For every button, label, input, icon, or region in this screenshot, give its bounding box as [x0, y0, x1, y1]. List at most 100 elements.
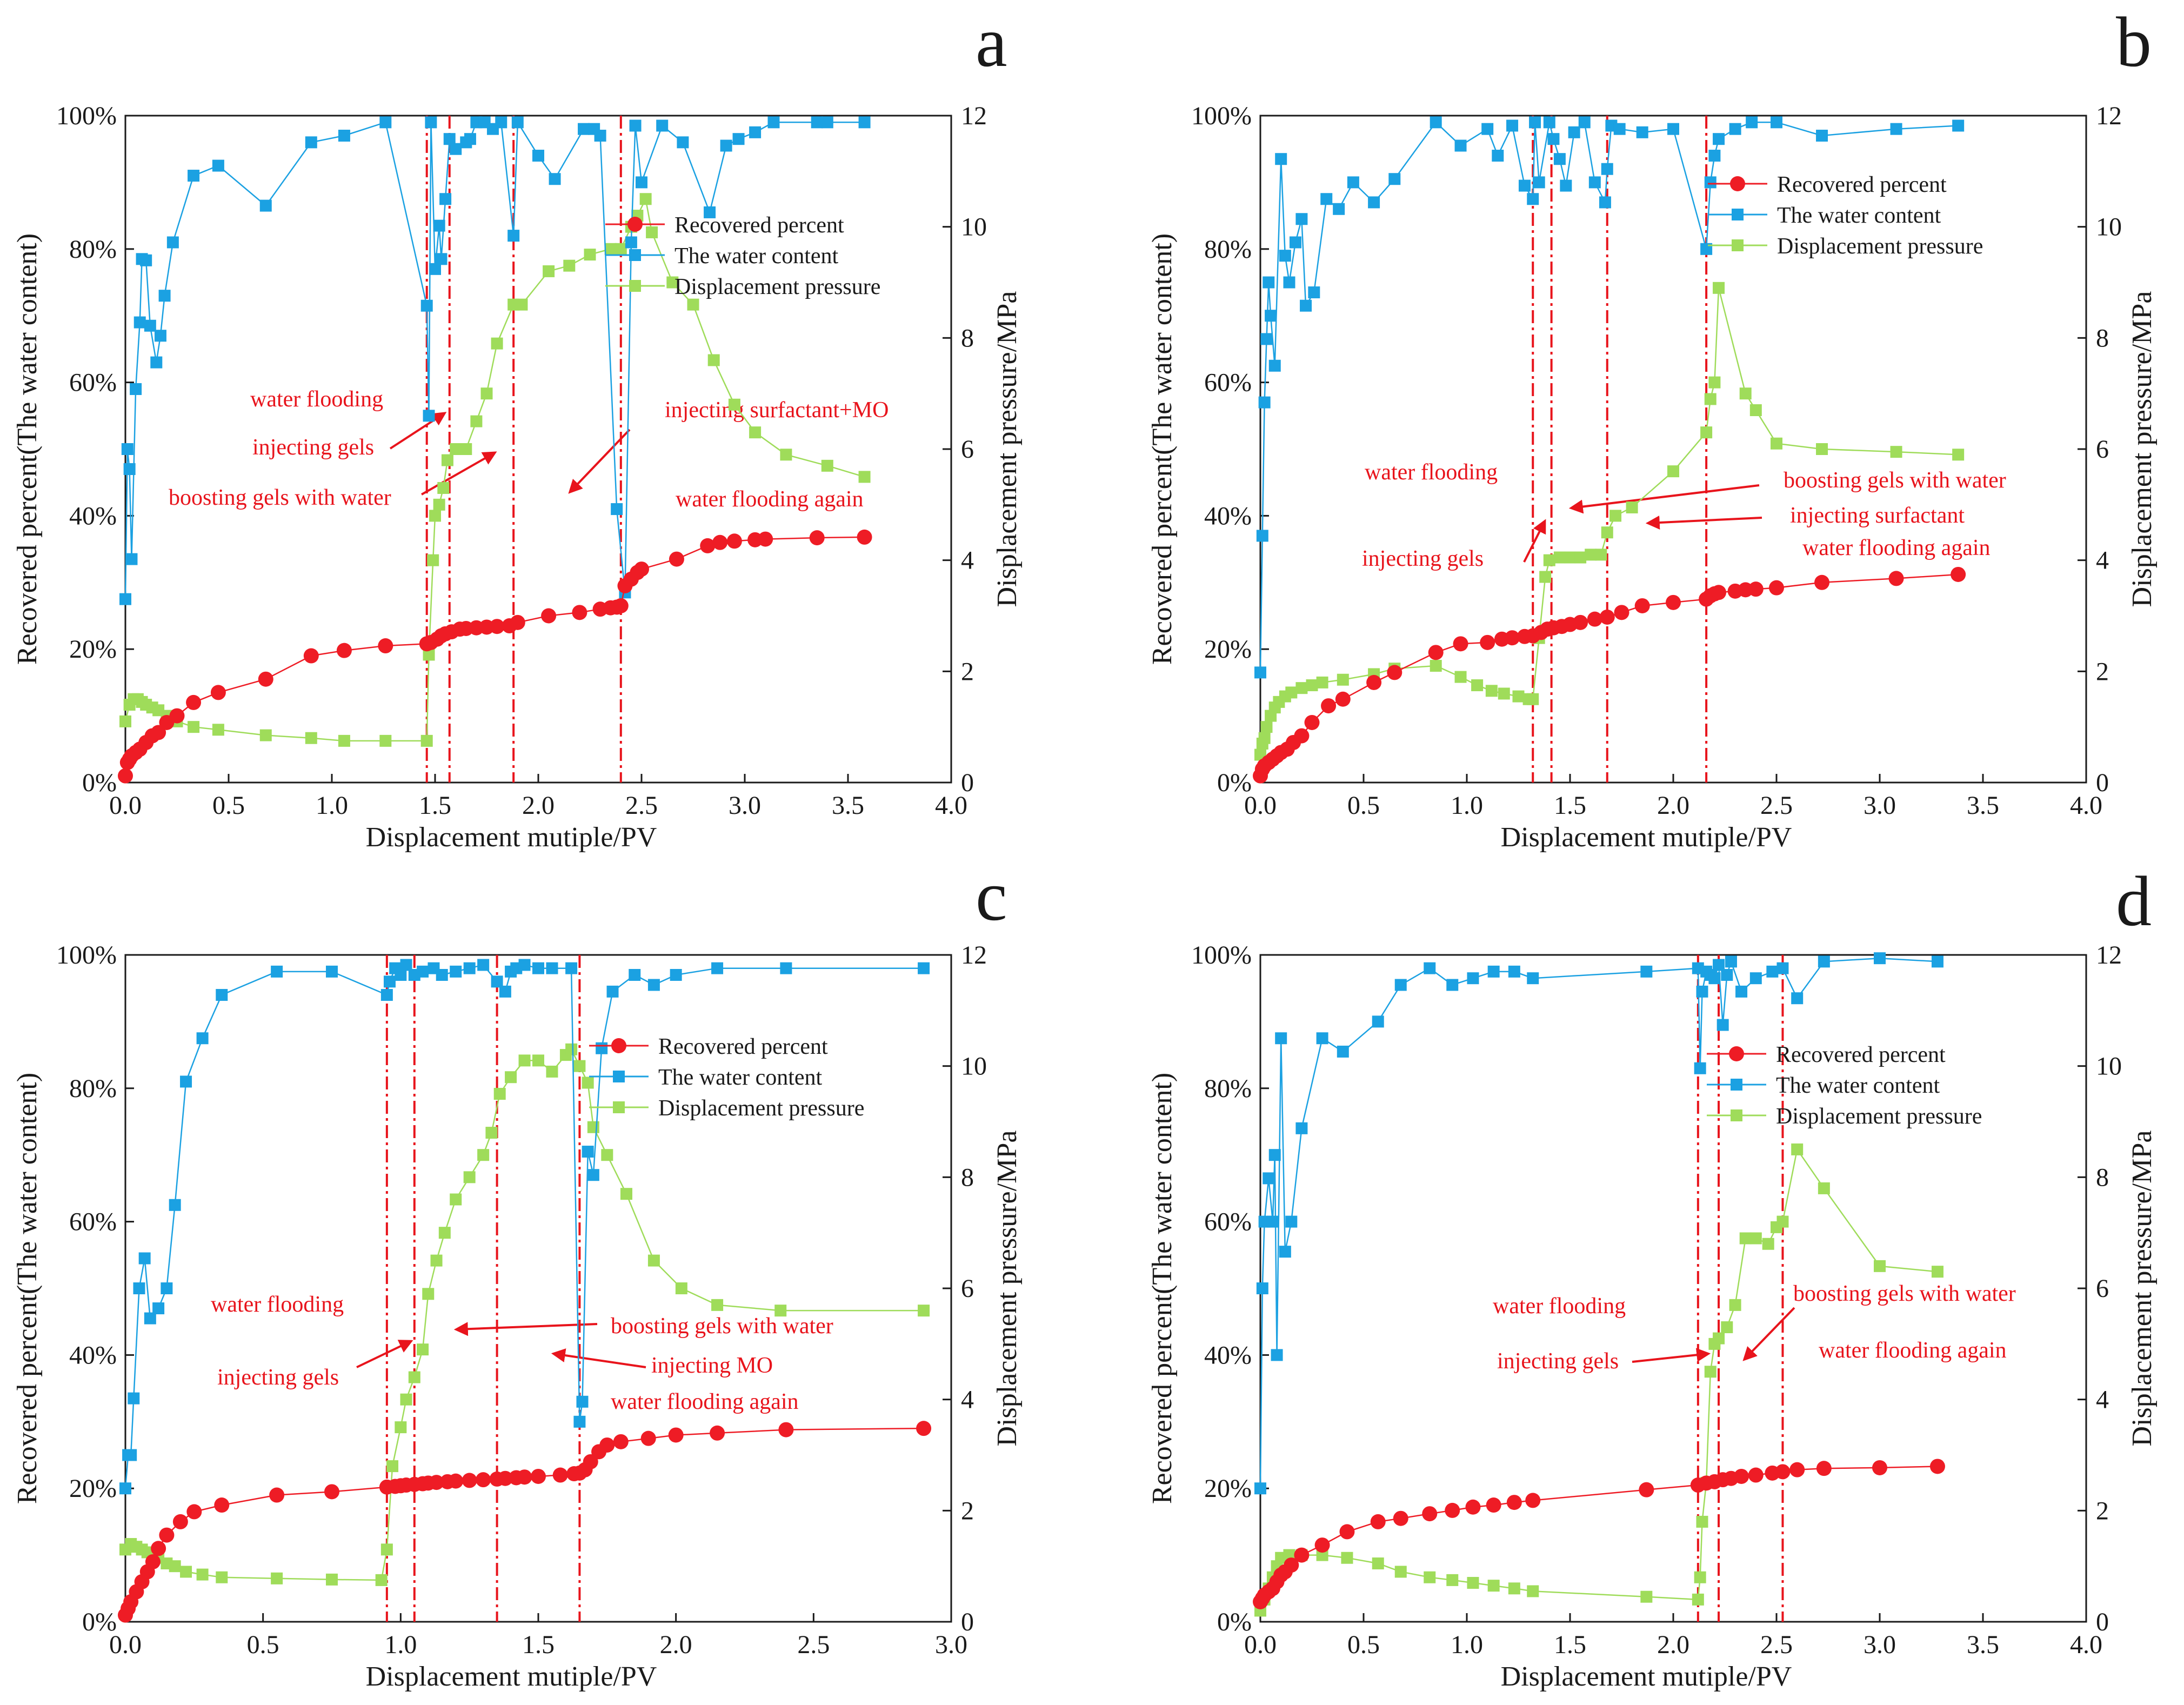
panel-c-xtick-label: 0.0	[109, 1630, 142, 1659]
panel-c-data-point	[532, 962, 544, 974]
panel-b-data-point	[1599, 609, 1615, 625]
panel-c-data-point	[438, 1227, 451, 1239]
panel-a-data-point	[712, 534, 728, 550]
panel-d-ytick-label: 0%	[1217, 1608, 1252, 1636]
panel-b-y2tick-label: 4	[2096, 546, 2109, 575]
panel-b-data-point	[1746, 116, 1758, 129]
panel-d-data-point	[1275, 1032, 1287, 1045]
panel-b-data-point	[1543, 116, 1555, 129]
panel-a-data-point	[728, 398, 740, 411]
panel-d-data-point	[1713, 1332, 1725, 1345]
panel-b-ytick-label: 80%	[1204, 235, 1252, 264]
panel-b-data-point	[1636, 126, 1648, 138]
panel-a-data-point	[549, 173, 561, 185]
panel-c-xtick-label: 1.5	[522, 1630, 555, 1659]
panel-a-data-point	[507, 230, 520, 242]
panel-a-data-point	[572, 605, 587, 620]
panel-c-data-point	[125, 1449, 137, 1461]
panel-c-y2tick-label: 8	[961, 1163, 974, 1192]
panel-b-ytick-label: 40%	[1204, 502, 1252, 530]
panel-a-data-point	[420, 299, 433, 312]
panel-b-data-point	[1553, 551, 1566, 564]
panel-a-data-point	[305, 136, 317, 149]
panel-c-ytick-label: 40%	[69, 1341, 117, 1369]
panel-c-y2tick-label: 4	[961, 1386, 974, 1414]
panel-a-data-point	[338, 734, 350, 747]
panel-a-arrows	[389, 412, 631, 496]
panel-d-arrow-1	[1632, 1348, 1711, 1363]
panel-b-data-point	[1333, 203, 1345, 215]
panel-b-data-point	[1480, 634, 1495, 650]
panel-a-xtick-label: 2.0	[522, 791, 555, 820]
panel-c-arrow-2	[453, 1322, 598, 1336]
panel-c-ytick-label: 0%	[82, 1608, 117, 1636]
panel-b-data-point	[1816, 443, 1828, 455]
panel-c-data-point	[640, 1430, 656, 1446]
panel-d-legend-label: Displacement pressure	[1776, 1104, 1982, 1129]
panel-b-data-point	[1295, 213, 1308, 225]
panel-a-data-point	[125, 553, 138, 565]
panel-b-data-point	[1539, 571, 1552, 583]
panel-b-data-point	[1553, 153, 1566, 165]
panel-b-data-point	[1366, 674, 1382, 690]
panel-c-data-point	[119, 1482, 131, 1495]
panel-b-data-point	[1265, 310, 1277, 322]
panel-d-data-point	[1487, 965, 1500, 978]
panel-b-data-point	[1275, 153, 1287, 165]
panel-a-xtick-label: 0.5	[212, 791, 245, 820]
panel-a-ytick-label: 80%	[69, 235, 117, 264]
panel-a-data-point	[305, 732, 317, 744]
panel-d-data-point	[1394, 979, 1407, 991]
panel-d-data-point	[1316, 1549, 1328, 1561]
panel-c-data-point	[675, 1282, 687, 1294]
panel-b-letter: b	[2116, 2, 2152, 82]
panel-d-xtick-label: 1.5	[1554, 1630, 1586, 1659]
panel-d-data-point	[1874, 1260, 1886, 1272]
panel-d-data-point	[1929, 1459, 1945, 1474]
panel-d-data-point	[1527, 1585, 1539, 1597]
panel-b-data-point	[1430, 660, 1442, 672]
panel-b-legend-marker	[1730, 176, 1745, 191]
panel-b-data-point	[1708, 376, 1721, 389]
panel-c-ytick-label: 60%	[69, 1208, 117, 1236]
panel-a-legend-marker	[627, 217, 643, 232]
panel-c-data-point	[395, 969, 407, 981]
panel-d-data-point	[1725, 955, 1737, 968]
panel-d-data-point	[1639, 1482, 1654, 1497]
panel-a-data-point	[629, 119, 642, 132]
panel-d-data-point	[1445, 1502, 1460, 1518]
panel-a-data-point	[720, 139, 732, 152]
panel-b-data-point	[1481, 123, 1494, 135]
panel-c-data-point	[145, 1554, 161, 1569]
panel-a-data-point	[656, 119, 669, 132]
panel-c-data-point	[450, 1193, 462, 1206]
panel-c-data-point	[647, 979, 660, 991]
panel-d-data-point	[1704, 1366, 1717, 1378]
panel-c-data-point	[463, 1171, 476, 1184]
panel-d-xtick-label: 1.0	[1451, 1630, 1483, 1659]
panel-b-xlabel: Displacement mutiple/PV	[1501, 822, 1792, 853]
panel-d-data-point	[1791, 992, 1804, 1005]
panel-a-data-point	[541, 608, 557, 624]
panel-c-data-point	[380, 989, 393, 1001]
panel-a-data-point	[780, 449, 792, 461]
panel-a-data-point	[259, 729, 272, 741]
panel-b-data-point	[1711, 585, 1727, 600]
panel-a-data-point	[303, 648, 319, 664]
panel-d-xlabel: Displacement mutiple/PV	[1501, 1661, 1792, 1692]
panel-d-data-point	[1285, 1215, 1298, 1228]
panel-b-data-point	[1578, 116, 1591, 129]
panel-a-data-point	[858, 471, 871, 483]
panel-d-data-point	[1696, 1515, 1708, 1528]
panel-b-data-point	[1667, 123, 1679, 135]
panel-c-data-point	[161, 1282, 173, 1294]
panel-d-annot-0: water flooding	[1493, 1294, 1626, 1319]
panel-b-data-point	[1667, 465, 1679, 478]
panel-c-data-point	[172, 1514, 188, 1529]
panel-d-data-point	[1696, 985, 1708, 998]
panel-b-data-point	[1527, 193, 1539, 205]
panel-d-data-point	[1467, 972, 1479, 985]
panel-a-y2tick-label: 0	[961, 768, 974, 797]
panel-d-ytick-label: 100%	[1191, 941, 1252, 969]
panel-b-data-point	[1306, 679, 1318, 692]
